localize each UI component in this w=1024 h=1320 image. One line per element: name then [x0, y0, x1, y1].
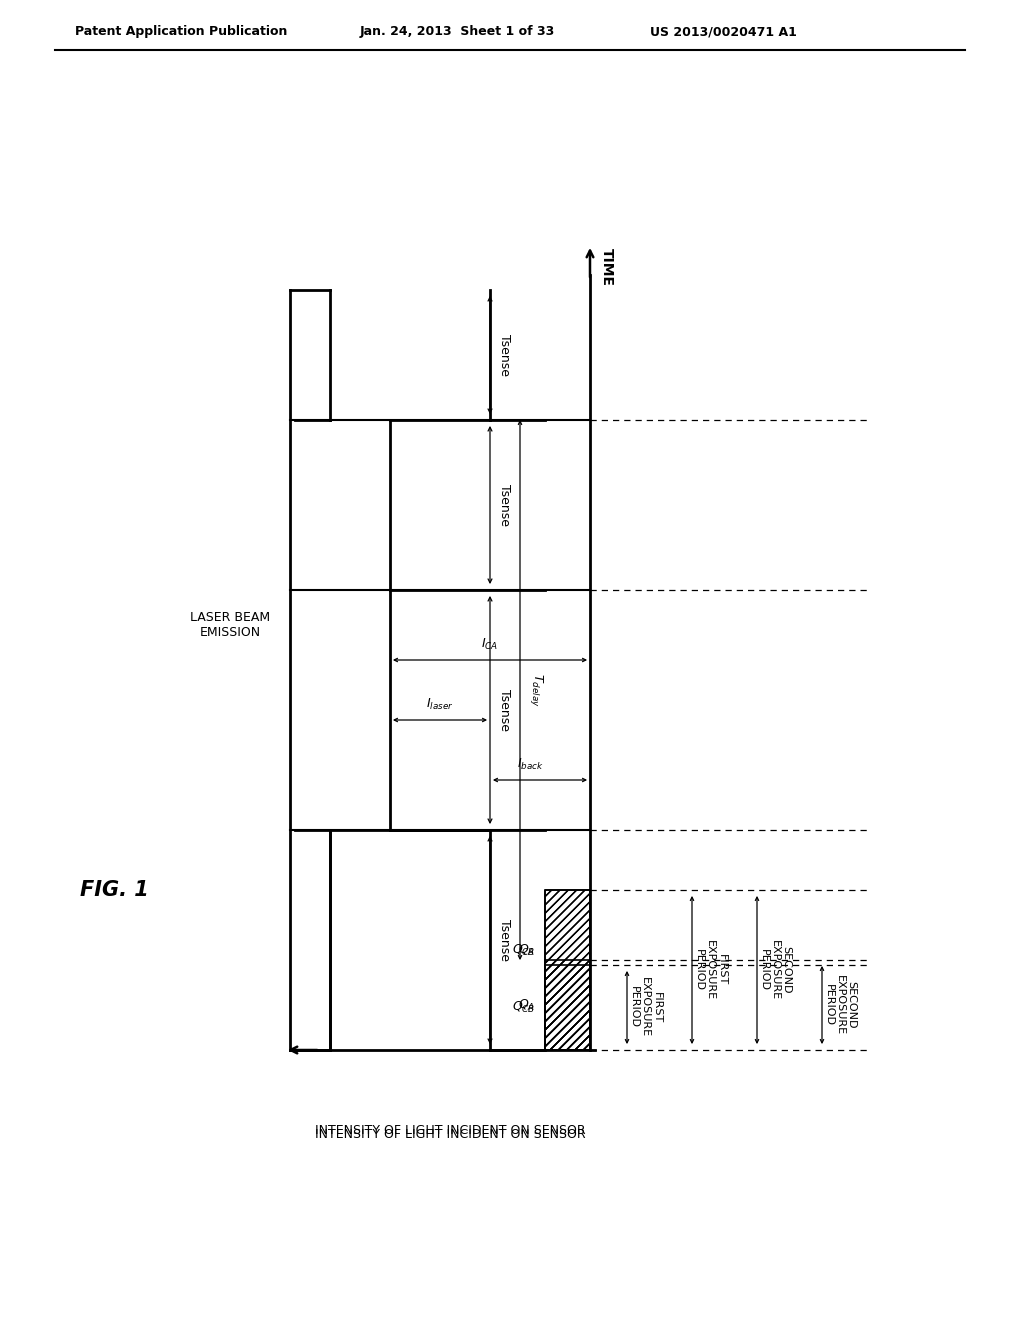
Text: $Q_B$: $Q_B$ [518, 942, 535, 957]
Text: INTENSITY OF LIGHT INCIDENT ON SENSOR: INTENSITY OF LIGHT INCIDENT ON SENSOR [314, 1123, 586, 1137]
Text: US 2013/0020471 A1: US 2013/0020471 A1 [650, 25, 797, 38]
Bar [545, 890, 590, 1049]
Bar [545, 965, 590, 1049]
Text: Tsense: Tsense [498, 919, 511, 961]
Text: Tsense: Tsense [498, 334, 511, 376]
Text: SECOND
EXPOSURE
PERIOD: SECOND EXPOSURE PERIOD [823, 975, 857, 1035]
Text: SECOND
EXPOSURE
PERIOD: SECOND EXPOSURE PERIOD [759, 940, 792, 1001]
Text: $I_{back}$: $I_{back}$ [517, 756, 544, 772]
Text: $I_{CA}$: $I_{CA}$ [481, 636, 499, 652]
Text: $Q_{CB}$: $Q_{CB}$ [512, 1001, 535, 1015]
Text: $T_{delay}$: $T_{delay}$ [528, 673, 545, 706]
Bar [545, 960, 590, 1049]
Text: FIRST
EXPOSURE
PERIOD: FIRST EXPOSURE PERIOD [693, 940, 727, 1001]
Text: $Q_A$: $Q_A$ [518, 998, 535, 1012]
Bar [545, 890, 590, 1049]
Text: Tsense: Tsense [498, 689, 511, 731]
Text: FIG. 1: FIG. 1 [80, 880, 148, 900]
Text: Tsense: Tsense [498, 484, 511, 525]
Text: TIME: TIME [600, 248, 614, 286]
Text: $Q_{CA}$: $Q_{CA}$ [512, 942, 535, 957]
Text: FIRST
EXPOSURE
PERIOD: FIRST EXPOSURE PERIOD [629, 977, 662, 1038]
Text: $I_{laser}$: $I_{laser}$ [426, 697, 454, 711]
Text: Patent Application Publication: Patent Application Publication [75, 25, 288, 38]
Text: Jan. 24, 2013  Sheet 1 of 33: Jan. 24, 2013 Sheet 1 of 33 [360, 25, 555, 38]
Text: INTENSITY OF LIGHT INCIDENT ON SENSOR: INTENSITY OF LIGHT INCIDENT ON SENSOR [314, 1129, 586, 1142]
Text: LASER BEAM
EMISSION: LASER BEAM EMISSION [189, 611, 270, 639]
